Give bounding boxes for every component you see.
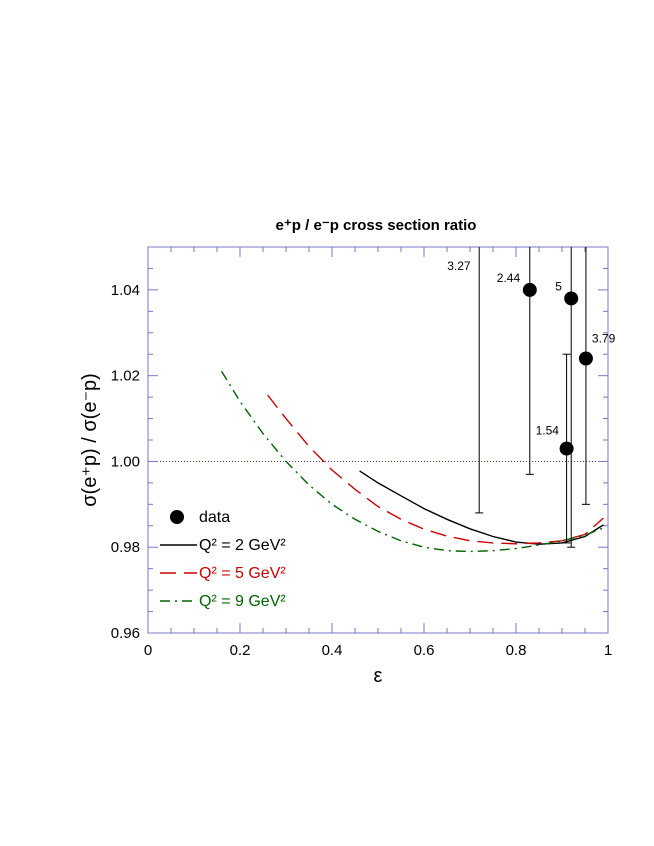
- y-tick-label: 0.98: [111, 539, 140, 556]
- legend-label: Q² = 9 GeV²: [199, 593, 286, 610]
- legend-label: Q² = 5 GeV²: [199, 565, 286, 582]
- series-line: [359, 470, 604, 545]
- data-label: 1.54: [536, 424, 560, 438]
- y-tick-label: 1.02: [111, 368, 140, 385]
- x-tick-labels: 0 0.2 0.4 0.6 0.8 1: [144, 642, 612, 659]
- x-tick-label: 0.2: [230, 642, 251, 659]
- series-line: [267, 394, 604, 545]
- series-layer: [221, 371, 604, 553]
- data-point: [522, 282, 537, 297]
- axis-ticks: [147, 246, 609, 634]
- data-label: 5: [555, 279, 562, 293]
- y-tick-labels: 0.96 0.98 1.00 1.02 1.04: [111, 282, 140, 642]
- series-line: [221, 371, 604, 553]
- data-points-layer: 3.27 2.44 5 3.79 1.54: [447, 247, 616, 548]
- data-label: 2.44: [497, 271, 521, 285]
- x-tick-label: 0.8: [506, 642, 527, 659]
- legend-label: Q² = 2 GeV²: [199, 537, 286, 554]
- legend: data Q² = 2 GeV² Q² = 5 GeV² Q² = 9 GeV²: [160, 509, 286, 610]
- data-point: [564, 291, 579, 306]
- x-tick-label: 0.4: [322, 642, 343, 659]
- legend-label: data: [199, 509, 230, 526]
- y-tick-label: 0.96: [111, 625, 140, 642]
- data-label: 3.27: [447, 259, 471, 273]
- data-point: [559, 441, 574, 456]
- x-tick-label: 1: [604, 642, 612, 659]
- chart-title: e⁺p / e⁻p cross section ratio: [276, 217, 477, 234]
- data-point: [578, 351, 593, 366]
- y-axis-label: σ(e⁺p) / σ(e⁻p): [79, 373, 101, 507]
- y-tick-label: 1.00: [111, 453, 140, 470]
- x-axis-label: ε: [374, 665, 383, 687]
- legend-symbol: [170, 510, 184, 524]
- x-tick-label: 0: [144, 642, 152, 659]
- x-tick-label: 0.6: [414, 642, 435, 659]
- y-tick-label: 1.04: [111, 282, 140, 299]
- data-label: 3.79: [592, 332, 616, 346]
